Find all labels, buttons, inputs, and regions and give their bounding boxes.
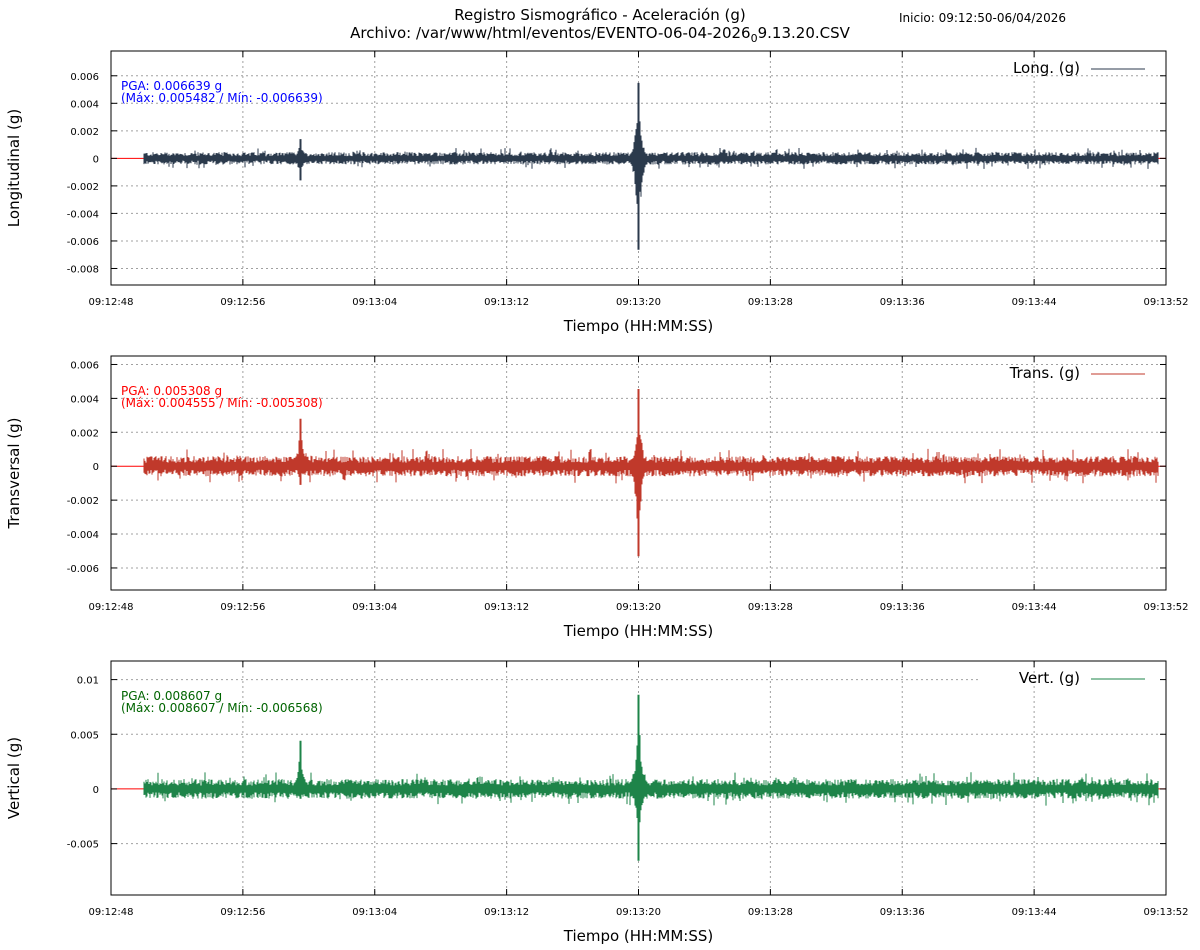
- figure-title: Registro Sismográfico - Aceleración (g): [454, 6, 746, 24]
- x-tick-label: 09:13:12: [484, 602, 529, 613]
- x-axis-label: Tiempo (HH:MM:SS): [563, 927, 713, 945]
- y-tick-label: 0.006: [70, 72, 99, 83]
- x-tick-label: 09:12:56: [220, 907, 265, 918]
- x-tick-label: 09:13:36: [880, 297, 925, 308]
- legend-label-vert: Vert. (g): [1019, 669, 1080, 687]
- panel-transversal: 09:12:48 09:12:56 09:13:04 09:13:12 09:13:20…: [5, 355, 1189, 640]
- pga-value: PGA: 0.008607 g: [121, 689, 222, 703]
- file-path-subscript: 0: [750, 32, 758, 45]
- x-tick-label: 09:13:04: [352, 907, 397, 918]
- y-tick-label: 0.002: [70, 428, 99, 439]
- y-axis-label: Transversal (g): [5, 417, 23, 529]
- pga-value: PGA: 0.005308 g: [121, 384, 222, 398]
- x-axis-label: Tiempo (HH:MM:SS): [563, 622, 713, 640]
- x-axis-label: Tiempo (HH:MM:SS): [563, 317, 713, 335]
- x-tick-label: 09:13:44: [1012, 602, 1057, 613]
- panel-longitudinal: 09:12:48 09:12:56 09:13:04 09:13:12 09:13:20…: [5, 50, 1189, 335]
- x-tick-label: 09:13:28: [748, 297, 793, 308]
- pga-range: (Máx: 0.008607 / Mín: -0.006568): [121, 701, 323, 715]
- y-tick-label: 0: [93, 785, 99, 796]
- y-tick-label: -0.008: [67, 264, 99, 275]
- y-tick-label: -0.006: [67, 237, 99, 248]
- y-tick-label: -0.002: [67, 496, 99, 507]
- pga-range: (Máx: 0.004555 / Mín: -0.005308): [121, 396, 323, 410]
- x-tick-label: 09:13:52: [1144, 297, 1189, 308]
- start-time-label: Inicio: 09:12:50-06/04/2026: [899, 11, 1066, 25]
- y-tick-label: 0.002: [70, 127, 99, 138]
- x-tick-label: 09:12:56: [220, 602, 265, 613]
- y-tick-label: -0.004: [67, 530, 99, 541]
- x-tick-label: 09:13:28: [748, 907, 793, 918]
- y-tick-label: 0.01: [77, 676, 99, 687]
- legend-label-trans: Trans. (g): [1009, 364, 1080, 382]
- file-path-prefix: Archivo: /var/www/html/eventos/EVENTO-06…: [350, 24, 751, 42]
- legend-label-long: Long. (g): [1013, 59, 1080, 77]
- x-tick-label: 09:13:20: [616, 297, 661, 308]
- y-tick-label: 0.004: [70, 394, 99, 405]
- x-tick-label: 09:12:48: [89, 602, 134, 613]
- pga-value: PGA: 0.006639 g: [121, 79, 222, 93]
- y-tick-label: 0: [93, 462, 99, 473]
- x-tick-label: 09:13:12: [484, 907, 529, 918]
- x-tick-label: 09:13:12: [484, 297, 529, 308]
- y-tick-label: -0.002: [67, 182, 99, 193]
- y-tick-label: 0.005: [70, 730, 99, 741]
- x-tick-label: 09:13:36: [880, 602, 925, 613]
- x-tick-label: 09:13:28: [748, 602, 793, 613]
- x-tick-label: 09:13:52: [1144, 602, 1189, 613]
- x-tick-label: 09:13:36: [880, 907, 925, 918]
- file-path-suffix: 9.13.20.CSV: [757, 24, 850, 42]
- waveform-long: [143, 82, 1159, 250]
- pga-range: (Máx: 0.005482 / Mín: -0.006639): [121, 91, 323, 105]
- x-tick-label: 09:12:48: [89, 907, 134, 918]
- x-tick-label: 09:13:20: [616, 907, 661, 918]
- y-axis-label: Vertical (g): [5, 737, 23, 819]
- y-tick-label: -0.004: [67, 209, 99, 220]
- figure-file-path: Archivo: /var/www/html/eventos/EVENTO-06…: [0, 24, 1200, 45]
- y-tick-label: 0.004: [70, 99, 99, 110]
- y-tick-label: -0.005: [67, 840, 99, 851]
- x-tick-label: 09:13:04: [352, 297, 397, 308]
- y-tick-label: 0.006: [70, 360, 99, 371]
- x-tick-label: 09:13:52: [1144, 907, 1189, 918]
- panel-vertical: 09:12:48 09:12:56 09:13:04 09:13:12 09:13:20…: [5, 660, 1189, 945]
- y-tick-label: -0.006: [67, 564, 99, 575]
- waveform-trans: [143, 389, 1159, 557]
- x-tick-label: 09:13:04: [352, 602, 397, 613]
- x-tick-label: 09:12:48: [89, 297, 134, 308]
- y-tick-label: 0: [93, 154, 99, 165]
- x-tick-label: 09:13:44: [1012, 907, 1057, 918]
- waveform-vert: [143, 694, 1159, 861]
- y-axis-label: Longitudinal (g): [5, 109, 23, 227]
- x-tick-label: 09:13:44: [1012, 297, 1057, 308]
- x-tick-label: 09:13:20: [616, 602, 661, 613]
- x-tick-label: 09:12:56: [220, 297, 265, 308]
